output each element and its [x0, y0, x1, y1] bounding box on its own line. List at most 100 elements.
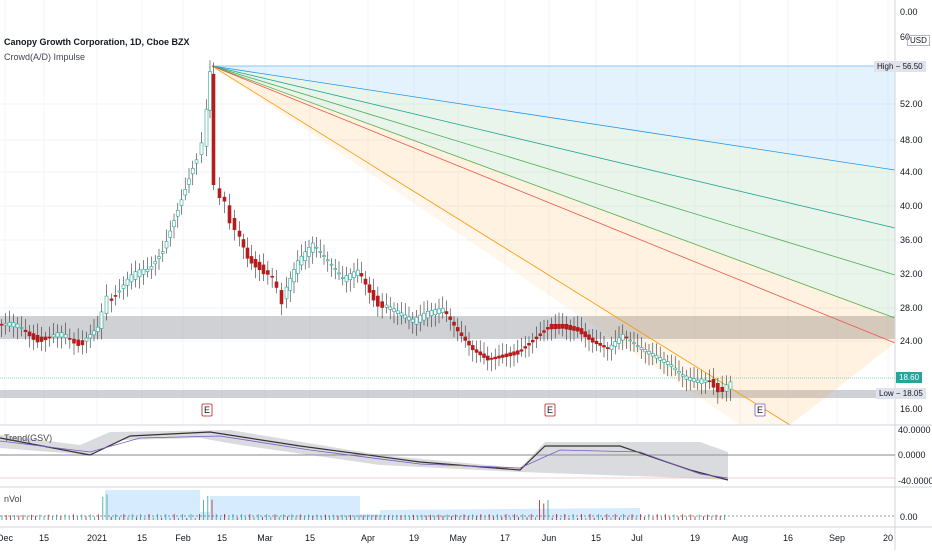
candle-body [493, 356, 498, 360]
candle-body [624, 336, 629, 339]
candle-body [545, 327, 550, 330]
candle-body [594, 340, 599, 345]
candle-body [211, 73, 216, 186]
candle-body [605, 347, 610, 350]
candle-body [395, 310, 400, 314]
candle-body [635, 345, 640, 347]
time-tick-label: 19 [409, 533, 419, 543]
candle-body [19, 327, 24, 329]
candle-body [76, 339, 80, 346]
candle-body [688, 377, 693, 381]
low-label: Low − 18.05 [876, 388, 926, 399]
candle-body [168, 230, 173, 238]
price-tick-label: 60 [900, 32, 910, 42]
time-tick-label: 19 [690, 533, 700, 543]
price-tick-label: 44.00 [900, 167, 923, 177]
candle-body [380, 301, 384, 308]
candle-body [359, 273, 364, 277]
candle-body [632, 342, 636, 345]
candle-body [677, 371, 681, 374]
candle-body [728, 381, 733, 390]
candle-body [695, 379, 700, 383]
symbol-title[interactable]: Canopy Growth Corporation, 1D, Cboe BZX [4, 37, 190, 47]
candle-body [440, 307, 445, 313]
candle-body [199, 142, 204, 156]
candle-body [662, 359, 666, 363]
candle-body [322, 255, 326, 257]
candle-body [579, 328, 584, 335]
time-tick-label: 15 [217, 533, 227, 543]
candle-body [284, 286, 289, 300]
candle-body [367, 284, 372, 293]
candle-body [429, 310, 434, 317]
candle-body [654, 354, 659, 359]
trend-title: Trend(GSV) [4, 433, 53, 443]
volume-title: nVol [4, 494, 22, 504]
candle-body [716, 382, 720, 393]
candle-body [337, 272, 341, 275]
candle-body [113, 295, 118, 297]
candle-body [684, 375, 689, 380]
time-tick-label: 16 [783, 533, 793, 543]
candle-body [650, 352, 655, 357]
candle-body [288, 277, 293, 291]
candle-body [241, 239, 246, 248]
fan-fill [212, 66, 790, 425]
support-zone [0, 390, 895, 398]
candle-body [125, 278, 130, 286]
earnings-marker[interactable] [544, 403, 556, 417]
candle-body [217, 188, 222, 198]
time-tick-label: Jun [542, 533, 557, 543]
candle-body [489, 357, 494, 360]
candle-body [504, 353, 509, 357]
candle-body [527, 343, 531, 346]
candle-body [194, 159, 199, 164]
fan-line [211, 65, 896, 276]
candle-body [620, 334, 625, 341]
candle-body [51, 334, 56, 338]
candle-body [414, 316, 419, 325]
candle-body [172, 220, 176, 228]
indicator-title[interactable]: Crowd(A/D) Impulse [4, 52, 86, 62]
currency-label[interactable]: USD [907, 35, 930, 46]
candle-body [422, 312, 426, 321]
candle-body [80, 340, 85, 346]
candle-body [3, 323, 8, 326]
candle-body [0, 323, 4, 326]
time-axis: Dec 15 2021 15 Feb 15 Mar 15 Apr 19 May 17 Jun 15 Jul 1… [0, 533, 893, 543]
candle-body [467, 340, 471, 346]
candle-body [553, 323, 558, 330]
candle-body [137, 269, 142, 278]
candle-body [160, 251, 165, 254]
candle-body [538, 333, 543, 336]
candle-body [117, 290, 122, 293]
price-tick-label: 48.00 [900, 135, 923, 145]
candle-body [658, 357, 663, 361]
candle-body [333, 268, 338, 270]
candle-body [11, 322, 16, 328]
resistance-zone [0, 316, 895, 339]
earnings-marker[interactable] [754, 403, 766, 417]
volume-band [105, 490, 640, 520]
candle-body [647, 351, 651, 355]
time-tick-label: 20 [883, 533, 893, 543]
candle-body [459, 332, 464, 336]
earnings-marker[interactable] [201, 403, 213, 417]
candle-body [310, 242, 315, 253]
candle-body [133, 271, 138, 280]
candle-body [253, 258, 258, 268]
candle-body [274, 281, 279, 288]
candle-body [266, 270, 270, 275]
candle-body [497, 355, 501, 359]
candle-body [318, 251, 323, 253]
candle-body [208, 71, 212, 111]
fib-speed-fan[interactable] [211, 65, 896, 426]
candle-body [534, 336, 539, 340]
candle-body [437, 308, 441, 314]
trend-tick-label: 40.0000 [898, 425, 931, 435]
candle-body [530, 339, 535, 343]
time-tick-label: Jul [631, 533, 643, 543]
